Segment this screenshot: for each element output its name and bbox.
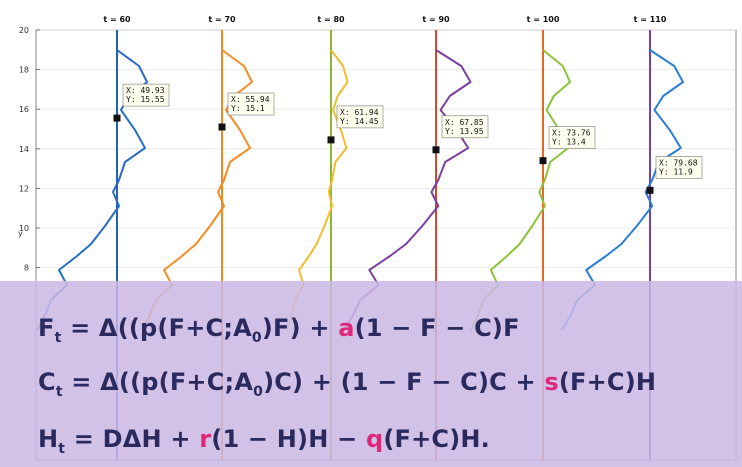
- y-tick-label: 20: [19, 26, 29, 35]
- datatip-marker: [646, 186, 654, 194]
- eq1-param-a: a: [338, 314, 355, 342]
- eq2-p2: )C) + (1 − F − C)C +: [263, 368, 545, 396]
- datatip-box: [655, 156, 703, 179]
- eq3-p3: (F+C)H.: [383, 425, 490, 453]
- datatip-x: X: 67.85: [445, 118, 484, 127]
- eq3-p1: = DΔH +: [65, 425, 200, 453]
- equation-c: Ct = Δ((p(F+C;A0)C) + (1 − F − C)C + s(F…: [38, 368, 656, 400]
- eq3-p2: (1 − H)H −: [211, 425, 366, 453]
- y-axis-label: y: [18, 229, 23, 238]
- datatip-y: Y: 13.4: [552, 138, 586, 147]
- y-tick-label: 12: [19, 184, 29, 193]
- y-tick-label: 16: [19, 105, 29, 114]
- eq3-lhs: H: [38, 425, 59, 453]
- panel-label: t = 80: [317, 15, 345, 24]
- datatip-marker: [539, 157, 547, 165]
- datatip-marker: [113, 114, 121, 122]
- eq2-sub0: 0: [253, 383, 264, 400]
- datatip-marker: [432, 146, 440, 154]
- datatip-x: X: 49.93: [126, 86, 165, 95]
- datatip-marker: [327, 136, 335, 144]
- eq2-param-s: s: [544, 368, 559, 396]
- datatip-box: [122, 83, 170, 107]
- y-tick-label: 14: [19, 145, 29, 154]
- datatip-marker: [218, 123, 226, 131]
- y-axis-ticks: 8 10 12 14 16 18 20: [19, 26, 40, 273]
- eq2-p3: (F+C)H: [558, 368, 657, 396]
- datatip-box: [336, 105, 384, 129]
- eq1-p1: = Δ((p(F+C;A: [61, 314, 252, 342]
- eq1-lhs: F: [38, 314, 55, 342]
- datatip-y: Y: 13.95: [445, 127, 484, 136]
- panel-label: t = 100: [527, 15, 560, 24]
- equation-h: Ht = DΔH + r(1 − H)H − q(F+C)H.: [38, 425, 490, 457]
- y-tick-label: 8: [24, 264, 29, 273]
- eq1-p3: (1 − F − C)F: [354, 314, 520, 342]
- eq3-param-q: q: [365, 425, 384, 453]
- datatip-x: X: 61.94: [340, 108, 379, 117]
- y-tick-label: 10: [19, 224, 29, 233]
- eq2-p1: = Δ((p(F+C;A: [62, 368, 254, 396]
- panel-label: t = 90: [422, 15, 450, 24]
- panel-label: t = 60: [103, 15, 131, 24]
- datatip-box: [441, 115, 489, 139]
- eq3-sub: t: [58, 440, 66, 457]
- eq3-param-r: r: [199, 425, 212, 453]
- datatip-box: [227, 92, 275, 116]
- datatip-x: X: 55.94: [231, 95, 270, 104]
- panel-label: t = 110: [634, 15, 667, 24]
- panel-label: t = 70: [208, 15, 236, 24]
- datatip-y: Y: 15.55: [126, 95, 165, 104]
- eq2-sub: t: [55, 383, 63, 400]
- eq2-lhs: C: [38, 368, 56, 396]
- equation-f: Ft = Δ((p(F+C;A0)F) + a(1 − F − C)F: [38, 314, 520, 346]
- eq1-p2: )F) +: [261, 314, 339, 342]
- datatip-x: X: 79.68: [659, 158, 698, 167]
- datatip-y: Y: 14.45: [340, 117, 379, 126]
- eq1-sub0: 0: [251, 329, 262, 346]
- eq1-sub: t: [54, 329, 62, 346]
- datatip-y: Y: 15.1: [231, 104, 265, 113]
- equation-overlay: [0, 281, 742, 467]
- y-tick-label: 18: [19, 66, 29, 75]
- datatip-x: X: 73.76: [552, 129, 591, 138]
- datatip-y: Y: 11.9: [659, 167, 693, 176]
- panel-t2: t = 70 X: 55.94Y: 15.1: [141, 15, 275, 460]
- datatip-box: [548, 126, 596, 149]
